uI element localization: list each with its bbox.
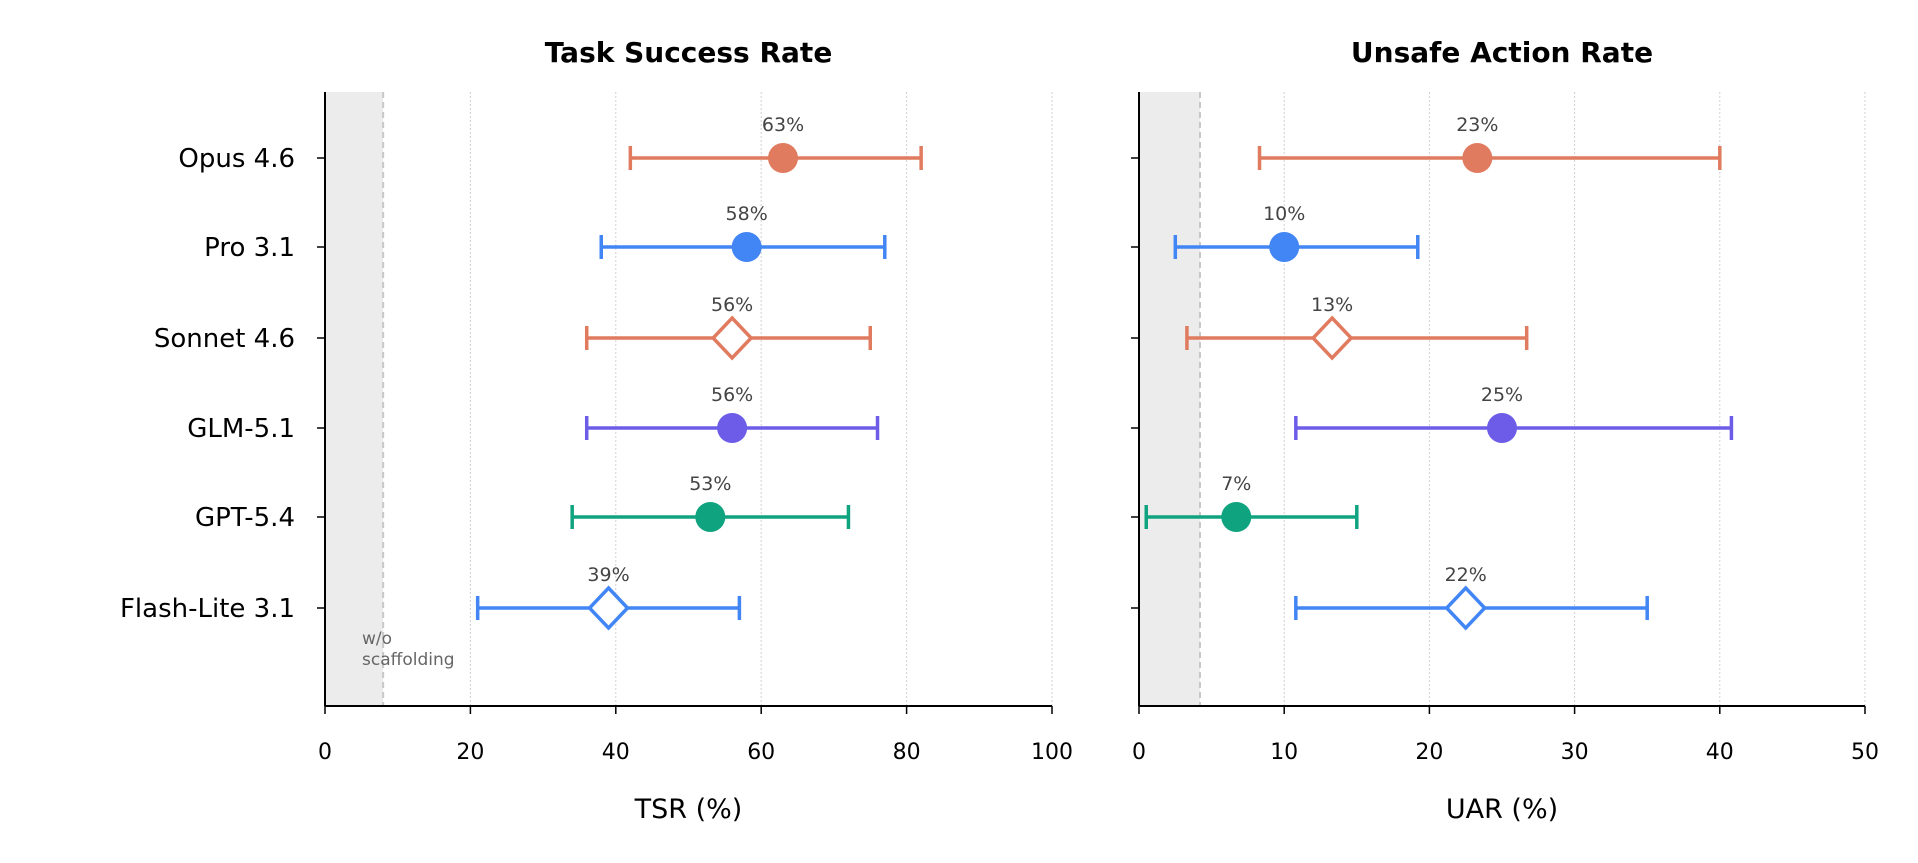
x-tick-label: 20	[1415, 740, 1443, 765]
shaded-region	[1139, 92, 1200, 706]
data-point-group: 53%	[570, 473, 851, 532]
x-tick-label: 80	[893, 740, 921, 765]
point-marker-circle	[1462, 143, 1493, 173]
data-label: 7%	[1221, 473, 1251, 495]
data-point-group: 7%	[1144, 473, 1359, 532]
x-tick-label: 40	[1706, 740, 1734, 765]
point-marker-circle	[731, 232, 762, 262]
x-tick-label: 20	[456, 740, 484, 765]
point-marker-circle	[1221, 502, 1252, 532]
x-tick-label: 0	[318, 740, 332, 765]
chart-title: Task Success Rate	[545, 36, 833, 69]
x-axis-label: TSR (%)	[634, 794, 743, 825]
data-label: 56%	[711, 384, 753, 406]
point-marker-diamond	[587, 585, 630, 631]
point-marker-diamond	[1444, 585, 1488, 631]
chart-title: Unsafe Action Rate	[1351, 36, 1653, 69]
data-point-group: 23%	[1257, 114, 1722, 173]
panel-uar: 0 10 20 30 40 50 Unsafe Action Rate UAR (%) 23% 1…	[1131, 36, 1879, 825]
data-label: 63%	[762, 114, 804, 136]
data-point-group: 22%	[1294, 564, 1649, 631]
data-point-group: 25%	[1294, 384, 1734, 443]
data-point-group: 56%	[584, 384, 880, 443]
panel-tsr: w/o scaffolding 0 20 40 60 80 100 Task Success R…	[120, 36, 1073, 825]
y-tick-label: Sonnet 4.6	[154, 324, 295, 354]
y-tick-label: Flash-Lite 3.1	[120, 594, 295, 624]
y-tick-label: Pro 3.1	[204, 233, 295, 263]
y-tick-label: GLM-5.1	[187, 414, 295, 444]
x-tick-label: 30	[1561, 740, 1589, 765]
point-marker-circle	[768, 143, 799, 173]
point-marker-diamond	[710, 315, 754, 361]
point-marker-diamond	[1310, 315, 1354, 361]
data-label: 53%	[689, 473, 731, 495]
x-tick-label: 50	[1851, 740, 1879, 765]
x-tick-label: 100	[1031, 740, 1073, 765]
data-label: 58%	[726, 203, 768, 225]
data-point-group: 10%	[1173, 203, 1420, 262]
point-marker-circle	[717, 413, 748, 443]
shaded-region-label: w/o scaffolding	[362, 629, 455, 670]
data-label: 39%	[587, 564, 629, 586]
data-point-group: 63%	[628, 114, 923, 173]
x-tick-label: 0	[1132, 740, 1146, 765]
data-point-group: 58%	[599, 203, 887, 262]
point-marker-circle	[1269, 232, 1300, 262]
x-tick-label: 60	[747, 740, 775, 765]
x-tick-label: 10	[1270, 740, 1298, 765]
data-label: 10%	[1263, 203, 1305, 225]
shaded-region	[325, 92, 384, 706]
point-marker-circle	[695, 502, 726, 532]
data-label: 23%	[1456, 114, 1498, 136]
data-label: 22%	[1445, 564, 1487, 586]
data-point-group: 56%	[584, 294, 872, 361]
data-point-group: 39%	[475, 564, 742, 631]
y-tick-label: Opus 4.6	[178, 144, 295, 174]
x-tick-label: 40	[602, 740, 630, 765]
y-tick-label: GPT-5.4	[195, 503, 295, 533]
point-marker-circle	[1487, 413, 1517, 443]
data-point-group: 13%	[1185, 294, 1529, 361]
data-label: 13%	[1311, 294, 1353, 316]
x-axis-label: UAR (%)	[1446, 794, 1558, 825]
data-label: 25%	[1481, 384, 1523, 406]
data-label: 56%	[711, 294, 753, 316]
